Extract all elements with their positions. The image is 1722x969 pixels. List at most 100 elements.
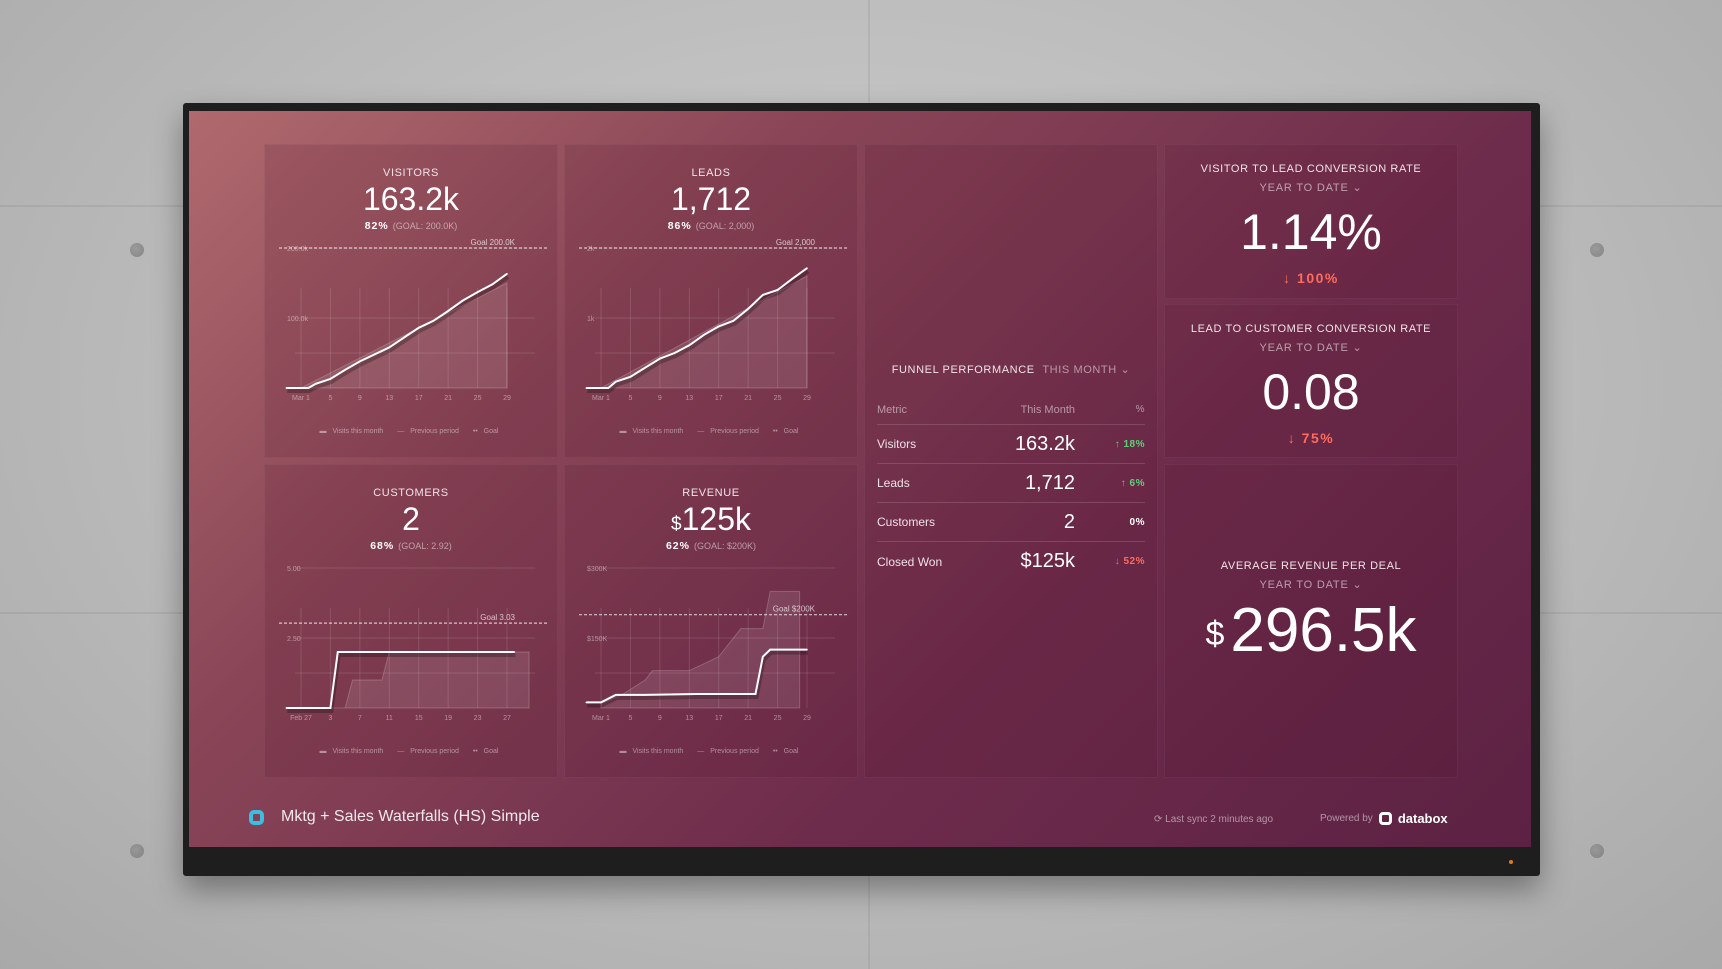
- legend-previous-label: Previous period: [710, 748, 759, 755]
- metric-title: CUSTOMERS: [373, 487, 449, 499]
- y-tick-label: 200.0k: [287, 246, 309, 253]
- goal-percent: 68%: [370, 540, 395, 552]
- lead-to-customer-panel: LEAD TO CUSTOMER CONVERSION RATE YEAR TO…: [1164, 304, 1458, 458]
- x-tick-label: 9: [658, 715, 662, 722]
- goal-label: Goal $200K: [773, 605, 816, 614]
- data-point: [462, 299, 464, 302]
- data-point: [373, 353, 376, 356]
- period-label: YEAR TO DATE: [1259, 579, 1349, 591]
- table-row: Customers 2 0%: [877, 503, 1145, 542]
- data-point: [762, 655, 764, 658]
- metric-value: 163.2k: [362, 181, 460, 217]
- x-tick-label: 21: [444, 395, 452, 402]
- y-tick-label: 100.0k: [287, 316, 309, 323]
- data-point: [432, 320, 435, 322]
- y-tick-label: $300K: [587, 566, 608, 573]
- x-tick-label: 13: [385, 395, 393, 402]
- metric-change: ↓ 52%: [1114, 556, 1145, 567]
- kpi-title: AVERAGE REVENUE PER DEAL: [1220, 560, 1402, 572]
- chart-legend: ▬ Visits this month — Previous period ••…: [565, 428, 857, 435]
- chart-legend: ▬ Visits this month — Previous period ••…: [565, 748, 857, 755]
- data-point: [769, 648, 772, 651]
- chevron-down-icon: ⌄: [1352, 182, 1363, 194]
- data-point: [806, 648, 808, 651]
- databox-brand: databox: [1397, 811, 1448, 826]
- data-point: [285, 707, 288, 709]
- metric-value: 1,712: [670, 181, 752, 217]
- data-point: [688, 344, 691, 347]
- x-tick-label: 19: [444, 715, 452, 722]
- goal-progress: 62% (GOAL: $200K): [565, 540, 857, 552]
- powered-by[interactable]: Powered by databox: [1320, 811, 1448, 826]
- funnel-period-dropdown[interactable]: THIS MONTH ⌄: [1042, 364, 1130, 376]
- currency-prefix: $: [671, 514, 682, 535]
- data-point: [336, 651, 339, 653]
- current-line-shadow: [287, 653, 516, 713]
- data-point: [447, 310, 449, 312]
- data-point: [417, 327, 420, 329]
- period-dropdown[interactable]: YEAR TO DATE ⌄: [1165, 578, 1457, 591]
- data-point: [344, 369, 346, 371]
- y-tick-label: 2.50: [287, 636, 301, 643]
- data-point: [300, 387, 302, 389]
- x-tick-label: 11: [386, 715, 393, 722]
- chevron-down-icon: ⌄: [1352, 342, 1363, 354]
- dashboard-title[interactable]: Mktg + Sales Waterfalls (HS) Simple: [281, 808, 540, 825]
- legend-current-label: Visits this month: [332, 748, 384, 755]
- funnel-performance-panel: FUNNEL PERFORMANCE THIS MONTH ⌄ Metric T…: [864, 144, 1158, 778]
- kpi-title: LEAD TO CUSTOMER CONVERSION RATE: [1190, 323, 1432, 335]
- data-point: [747, 308, 749, 310]
- y-tick-label: 1k: [587, 316, 595, 323]
- legend-previous: — Previous period: [397, 748, 459, 755]
- x-tick-label: 7: [358, 715, 362, 722]
- x-tick-label: 13: [685, 715, 693, 722]
- data-point: [614, 694, 617, 696]
- legend-previous-label: Previous period: [710, 428, 759, 435]
- x-tick-label: 5: [628, 395, 632, 402]
- y-tick-label: 2k: [587, 246, 595, 253]
- x-tick-label: 13: [685, 395, 693, 402]
- x-tick-label: 9: [358, 395, 362, 402]
- legend-current: ▬ Visits this month: [319, 748, 384, 755]
- x-tick-label: 29: [503, 395, 511, 402]
- data-point: [762, 294, 764, 296]
- legend-previous-label: Previous period: [410, 428, 459, 435]
- metric-value: 1,712: [1024, 471, 1075, 494]
- databox-brand-icon: [1378, 812, 1392, 825]
- data-point: [754, 693, 757, 695]
- x-tick-label: 17: [415, 395, 423, 402]
- tv-monitor: VISITORS 163.2k 82% (GOAL: 200.0K) ▬ Visi…: [183, 103, 1540, 876]
- goal-progress: 68% (GOAL: 2.92): [265, 540, 557, 552]
- data-point: [329, 707, 332, 709]
- dashboard-footer: Mktg + Sales Waterfalls (HS) Simple ⟳ La…: [189, 797, 1531, 837]
- goal-label: Goal 2,000: [776, 238, 816, 247]
- goal-percent: 62%: [665, 540, 690, 552]
- goal-percent: 86%: [667, 220, 692, 232]
- visitor-to-lead-panel: VISITOR TO LEAD CONVERSION RATE YEAR TO …: [1164, 144, 1458, 299]
- data-point: [314, 383, 317, 385]
- legend-goal-label: Goal: [483, 748, 499, 755]
- metric-value-row: $125k: [565, 501, 857, 538]
- legend-goal: •• Goal: [772, 428, 799, 435]
- x-tick-label: 21: [744, 715, 752, 722]
- leads-chart: Mar 1 5 9 13 17 21 25 29 2k 1k Goal 2,000: [579, 238, 847, 402]
- power-led: [1509, 860, 1513, 864]
- data-point: [644, 366, 646, 369]
- legend-previous: — Previous period: [397, 428, 459, 435]
- table-row: Leads 1,712 ↑ 6%: [877, 464, 1145, 503]
- dashboard-screen: VISITORS 163.2k 82% (GOAL: 200.0K) ▬ Visi…: [189, 111, 1531, 847]
- data-point: [506, 272, 508, 275]
- x-tick-label: 27: [503, 715, 511, 722]
- metric-value: 2: [1063, 510, 1075, 533]
- current-line-shadow: [287, 275, 510, 393]
- metric-value: 163.2k: [1014, 432, 1075, 455]
- x-tick-label: 5: [628, 715, 632, 722]
- data-point: [307, 387, 310, 389]
- funnel-title: FUNNEL PERFORMANCE: [891, 364, 1035, 376]
- period-dropdown[interactable]: YEAR TO DATE ⌄: [1165, 341, 1457, 354]
- legend-current-label: Visits this month: [632, 428, 684, 435]
- data-point: [403, 336, 405, 339]
- period-dropdown[interactable]: YEAR TO DATE ⌄: [1165, 181, 1457, 194]
- funnel-period-label: THIS MONTH: [1042, 364, 1117, 376]
- wall-bolt: [1590, 243, 1604, 257]
